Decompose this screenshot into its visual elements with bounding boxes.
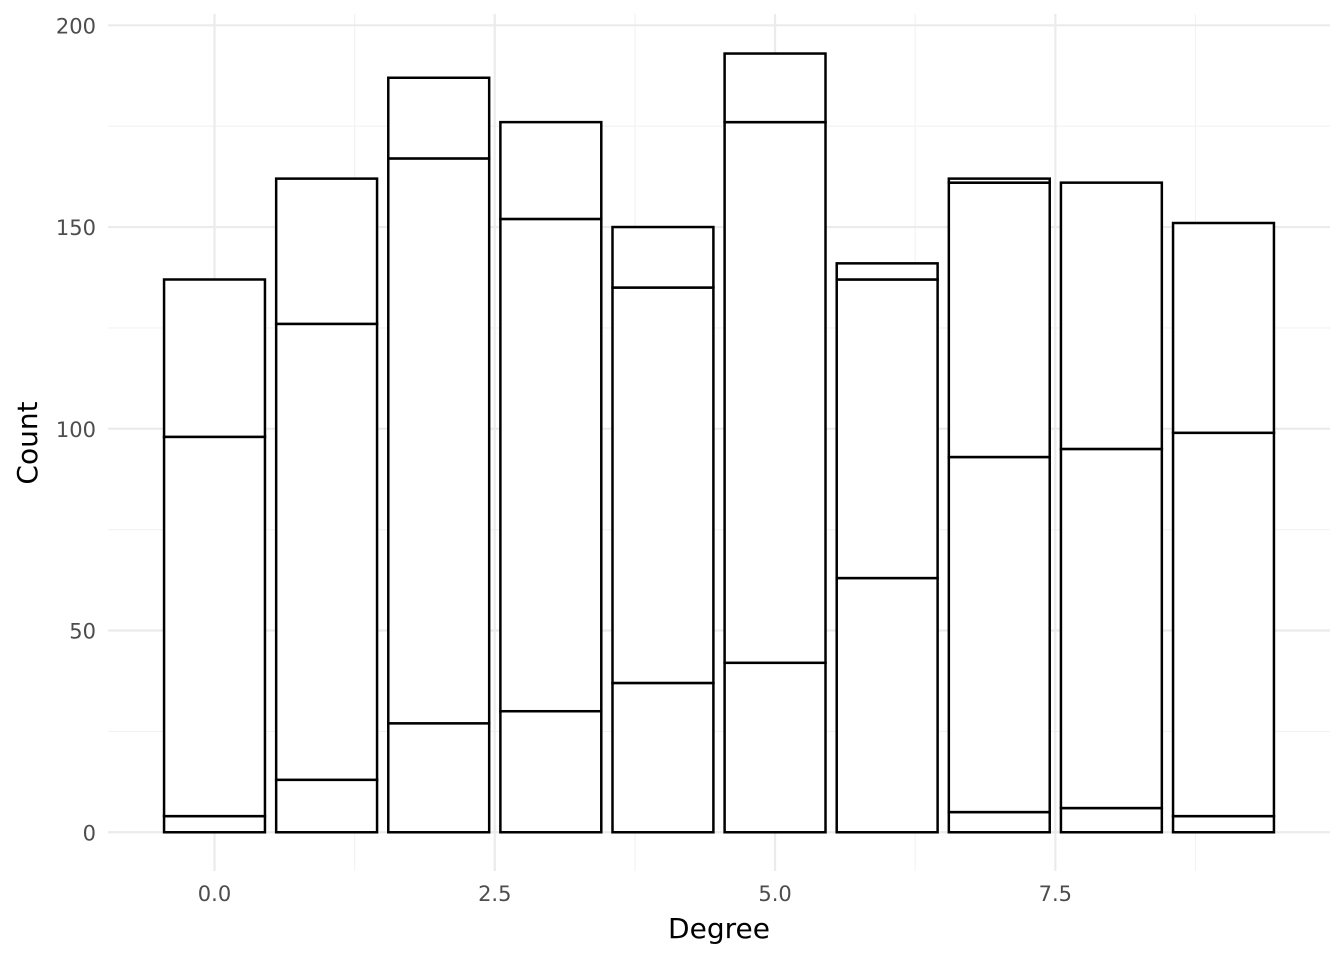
x-axis-tick-labels: 0.0 2.5 5.0 7.5	[198, 882, 1072, 906]
bar-segment	[499, 217, 603, 713]
bar-segment	[835, 278, 939, 580]
bar-segment	[1059, 181, 1164, 451]
bar-segment	[1059, 447, 1164, 810]
bar-segment	[162, 435, 267, 818]
bar-segment	[387, 722, 491, 834]
bar-segment	[1171, 431, 1276, 818]
bars	[162, 52, 1276, 834]
bar-segment	[835, 262, 939, 281]
bar-segment	[499, 120, 603, 221]
bar-segment	[947, 177, 1051, 184]
bar-segment	[162, 278, 267, 439]
bar-segment	[723, 661, 827, 834]
y-tick-label: 100	[56, 418, 96, 442]
y-axis-tick-labels: 0 50 100 150 200	[56, 14, 96, 845]
y-tick-label: 150	[56, 216, 96, 240]
bar-segment	[611, 286, 715, 685]
bar-segment	[1171, 814, 1276, 834]
x-axis-title: Degree	[668, 912, 770, 945]
bar-segment	[835, 576, 939, 834]
bar-segment	[274, 778, 379, 834]
x-tick-label: 5.0	[758, 882, 791, 906]
bar-segment	[274, 322, 379, 782]
bar-segment	[1171, 221, 1276, 435]
bar-segment	[162, 814, 267, 834]
bar-segment	[947, 181, 1051, 459]
bar-segment	[723, 120, 827, 665]
bar-segment	[387, 76, 491, 160]
bar-segment	[947, 810, 1051, 834]
x-tick-label: 2.5	[478, 882, 511, 906]
x-tick-label: 7.5	[1039, 882, 1072, 906]
x-tick-label: 0.0	[198, 882, 231, 906]
bar-segment	[274, 177, 379, 326]
y-tick-label: 50	[69, 620, 96, 644]
bar-segment	[1059, 806, 1164, 834]
bar-segment	[499, 709, 603, 834]
y-tick-label: 200	[56, 14, 96, 38]
y-axis-title: Count	[11, 401, 44, 484]
bar-segment	[611, 225, 715, 289]
bar-segment	[611, 681, 715, 834]
y-tick-label: 0	[83, 821, 96, 845]
bar-segment	[947, 455, 1051, 814]
bar-segment	[723, 52, 827, 124]
bar-segment	[387, 157, 491, 725]
